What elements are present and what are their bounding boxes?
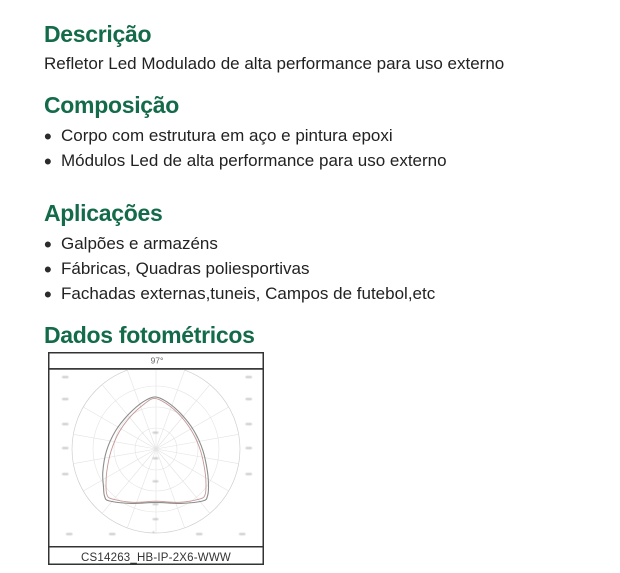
svg-text:97°: 97° (151, 356, 164, 366)
svg-text:CS14263_HB-IP-2X6-WWW: CS14263_HB-IP-2X6-WWW (81, 552, 231, 564)
